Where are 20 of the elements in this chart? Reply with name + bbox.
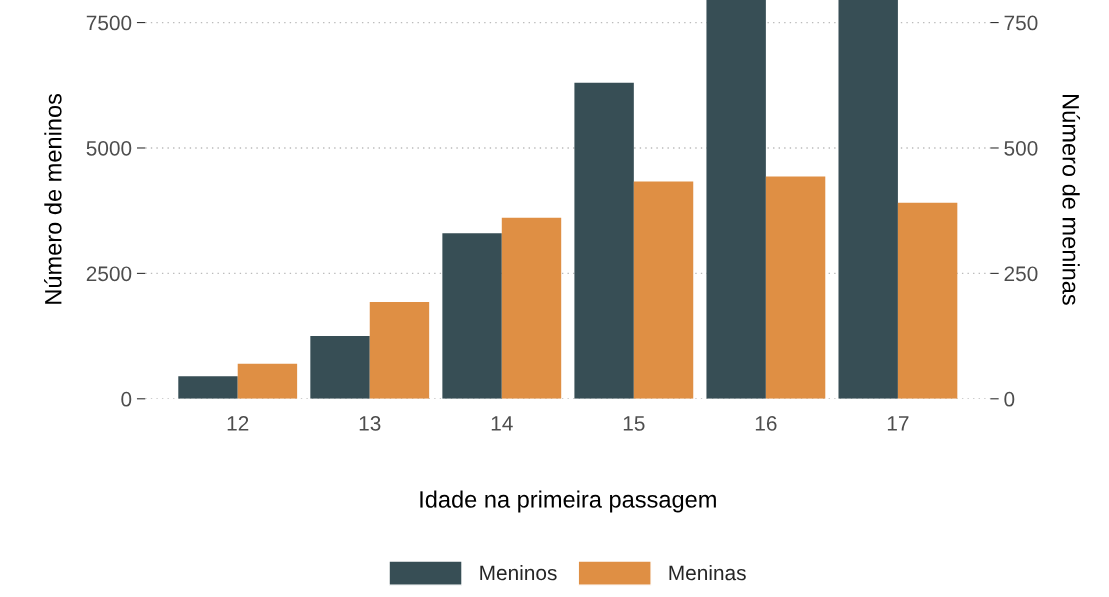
y-tick-label: 7500 xyxy=(86,15,132,31)
y-tick-label: 2500 xyxy=(86,266,132,282)
x-tick-label: 17 xyxy=(887,416,909,431)
y-tick-label: 0 xyxy=(121,391,132,407)
y2-tick-label: 250 xyxy=(1004,266,1038,282)
y2-axis-title: Número de meninas xyxy=(1062,95,1081,305)
x-tick-label: 13 xyxy=(359,416,381,431)
y-axis-title: Número de meninos xyxy=(44,93,62,304)
y2-tick-label: 500 xyxy=(1004,140,1038,156)
legend-label: Meninas xyxy=(669,564,746,581)
x-axis-title: Idade na primeira passagem xyxy=(420,490,716,513)
x-tick-label: 14 xyxy=(491,416,513,431)
x-tick-label: 12 xyxy=(227,416,249,431)
y2-tick-label: 0 xyxy=(1004,391,1015,407)
x-tick-label: 16 xyxy=(755,416,777,431)
y2-tick-label: 750 xyxy=(1004,15,1038,31)
bar xyxy=(838,0,898,399)
x-tick-label: 15 xyxy=(623,416,645,431)
legend-label: Meninos xyxy=(480,564,557,581)
y-tick-label: 5000 xyxy=(86,140,132,156)
